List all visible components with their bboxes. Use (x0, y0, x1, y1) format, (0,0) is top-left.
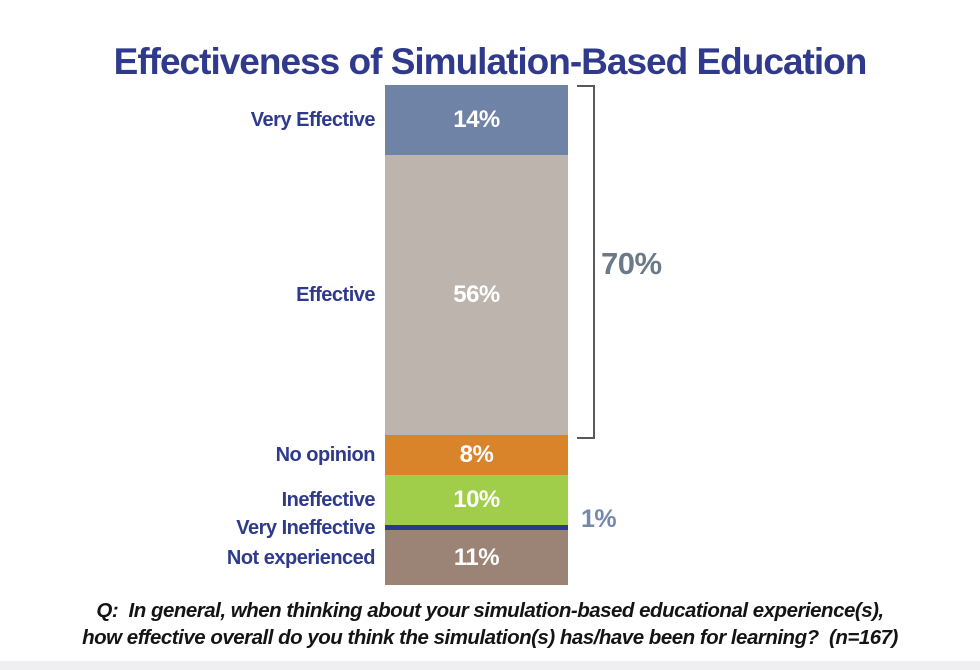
segment-value-label: 14% (453, 106, 500, 133)
bar-segment-effective: 56% (385, 155, 568, 435)
stacked-bar: 14% 56% 8% 10% 11% (385, 85, 568, 585)
survey-question: Q: In general, when thinking about your … (0, 597, 980, 651)
survey-question-line2: how effective overall do you think the s… (82, 626, 898, 650)
category-label-not-experienced: Not experienced (226, 546, 376, 569)
segment-value-label: 11% (453, 543, 500, 571)
bar-segment-not-experienced: 11% (385, 530, 568, 585)
chart-title: Effectiveness of Simulation-Based Educat… (113, 40, 868, 82)
bar-segment-no-opinion: 8% (385, 435, 568, 475)
bar-segment-ineffective: 10% (385, 475, 568, 525)
segment-value-label: 8% (459, 441, 494, 468)
category-label-very-effective: Very Effective (250, 109, 376, 131)
bracket-70pct (577, 85, 595, 439)
bar-segment-very-effective: 14% (385, 85, 568, 155)
category-label-no-opinion: No opinion (275, 444, 376, 466)
bar-segment-very-ineffective (385, 525, 568, 530)
segment-value-label: 10% (453, 486, 500, 513)
very-ineffective-value-label: 1% (581, 505, 617, 533)
category-label-effective: Effective (296, 284, 375, 306)
bottom-edge-strip (0, 661, 980, 670)
category-label-ineffective: Ineffective (281, 489, 376, 511)
survey-question-line1: Q: In general, when thinking about your … (96, 599, 884, 622)
category-label-very-ineffective: Very Ineffective (236, 516, 375, 539)
segment-value-label: 56% (453, 281, 500, 308)
bracket-total-label: 70% (601, 246, 662, 281)
